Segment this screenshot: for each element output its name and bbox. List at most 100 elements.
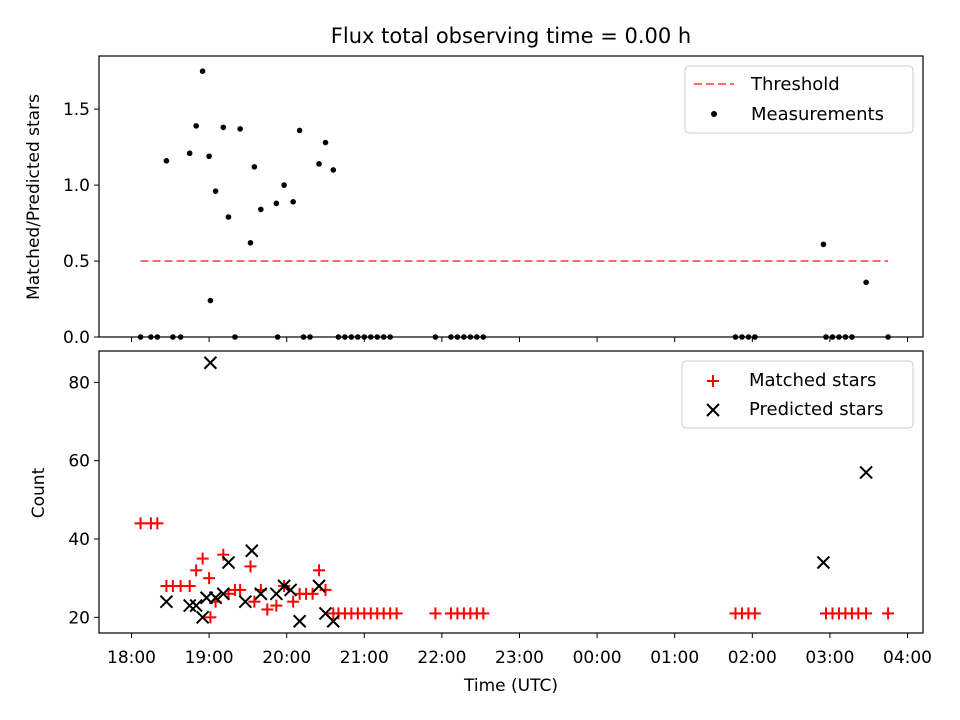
top-chart-title: Flux total observing time = 0.00 h: [331, 24, 691, 48]
matched-star-point: [244, 560, 257, 573]
measurements-legend-marker: [711, 111, 717, 117]
matched-star-point: [234, 583, 247, 596]
measurement-point: [290, 199, 296, 205]
predicted-star-point: [182, 598, 197, 613]
top-ytick-label: 1.0: [63, 176, 90, 196]
bottom-xtick-label: 00:00: [573, 648, 622, 668]
bottom-xtick-label: 22:00: [417, 648, 466, 668]
bottom-legend-frame: [681, 360, 914, 429]
top-ytick-label: 0.0: [63, 328, 90, 348]
predicted-star-point: [195, 610, 210, 625]
predicted-star-point: [283, 583, 298, 597]
bottom-x-ticks: 18:00 19:00 20:00 21:00 22:00 23:00 00:00 01:00…: [107, 633, 932, 668]
matched-star-point: [429, 607, 442, 620]
bottom-xtick-label: 23:00: [495, 648, 544, 668]
top-legend-frame: [684, 65, 914, 134]
measurement-point: [199, 68, 206, 74]
predicted-star-point: [254, 587, 268, 601]
bottom-ytick-label: 20: [68, 608, 90, 628]
measurement-point: [258, 206, 264, 213]
measurement-point: [186, 150, 193, 157]
bottom-axes-frame: [98, 350, 924, 634]
measurement-point: [296, 127, 303, 134]
bottom-ytick-label: 40: [68, 530, 90, 550]
matched-star-point: [196, 552, 209, 565]
bottom-plot-area: [134, 356, 895, 628]
bottom-xtick-label: 02:00: [728, 648, 777, 668]
bottom-xtick-label: 21:00: [340, 648, 389, 668]
measurement-point: [330, 167, 337, 173]
matched-legend-label: Matched stars: [749, 370, 876, 391]
measurement-point: [247, 240, 254, 246]
measurement-point: [193, 123, 199, 129]
measurements-legend-label: Measurements: [751, 104, 884, 125]
top-y-ticks: 0.0 0.5 1.0 1.5: [63, 100, 99, 348]
matched-star-point: [134, 517, 147, 530]
measurement-point: [281, 182, 287, 188]
bottom-xtick-label: 03:00: [805, 648, 854, 668]
top-legend: Threshold Measurements: [684, 65, 914, 134]
matched-star-point: [313, 564, 326, 577]
measurement-point: [316, 161, 322, 167]
measurement-point: [820, 241, 827, 248]
threshold-legend-label: Threshold: [750, 74, 840, 95]
matched-star-point: [390, 607, 403, 620]
matched-star-point: [248, 595, 261, 608]
predicted-star-point: [159, 594, 174, 609]
bottom-legend: Matched stars Predicted stars: [681, 360, 914, 429]
bottom-y-axis-label: Count: [29, 467, 49, 518]
predicted-legend-label: Predicted stars: [749, 399, 883, 420]
top-plot-area: [137, 68, 891, 340]
bottom-ytick-label: 80: [68, 373, 90, 393]
predicted-star-point: [245, 544, 259, 558]
matched-star-point: [204, 611, 217, 624]
measurement-point: [163, 158, 170, 164]
matched-legend-marker: [707, 375, 719, 387]
predicted-star-point: [238, 594, 253, 609]
predicted-star-point: [859, 465, 873, 480]
predicted-star-point: [292, 614, 307, 628]
predicted-star-point: [216, 587, 231, 601]
predicted-star-point: [326, 614, 340, 628]
matched-star-point: [203, 572, 216, 585]
measurement-point: [237, 126, 243, 132]
predicted-star-point: [208, 591, 223, 605]
measurement-point: [225, 214, 232, 220]
measurement-point: [273, 200, 280, 207]
bottom-xtick-label: 18:00: [107, 648, 156, 668]
top-ytick-label: 0.5: [63, 252, 90, 272]
predicted-star-point: [189, 598, 203, 613]
predicted-star-point: [221, 555, 236, 570]
top-axes-frame: [98, 55, 924, 338]
top-ytick-label: 1.5: [63, 100, 90, 120]
bottom-xtick-label: 20:00: [262, 648, 311, 668]
matched-star-point: [270, 599, 283, 612]
bottom-y-ticks: 20 40 60 80: [68, 373, 99, 628]
matched-star-point: [306, 587, 319, 600]
measurement-point: [212, 188, 219, 194]
bottom-ytick-label: 60: [68, 452, 90, 472]
matched-star-point: [190, 564, 203, 577]
matched-star-point: [748, 607, 761, 620]
x-axis-label: Time (UTC): [463, 676, 558, 696]
measurement-point: [206, 153, 212, 160]
predicted-star-point: [277, 579, 291, 593]
matched-star-point: [183, 580, 196, 592]
matched-star-point: [261, 603, 274, 616]
bottom-xtick-label: 19:00: [185, 648, 234, 668]
bottom-xtick-label: 01:00: [650, 648, 699, 668]
measurement-point: [863, 279, 869, 286]
matched-star-point: [860, 607, 873, 620]
matched-star-point: [477, 607, 490, 620]
matched-star-point: [882, 607, 895, 620]
matched-star-point: [287, 595, 300, 608]
measurement-point: [251, 164, 258, 170]
predicted-star-point: [816, 555, 831, 570]
measurement-point: [220, 124, 227, 131]
predicted-star-point: [203, 356, 218, 370]
bottom-xtick-label: 04:00: [883, 648, 932, 668]
predicted-star-point: [312, 579, 326, 593]
top-y-axis-label: Matched/Predicted stars: [24, 94, 44, 300]
measurement-point: [322, 139, 329, 146]
